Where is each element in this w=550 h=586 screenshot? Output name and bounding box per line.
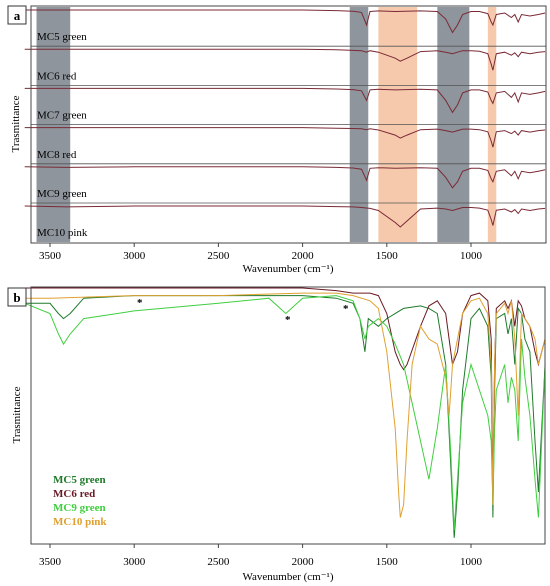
legend-mc10: MC10 pink	[53, 516, 107, 528]
series-line-mc9-green	[24, 295, 546, 531]
tick-label-a-2500: 2500	[207, 250, 230, 262]
panel-a-xaxis-ticks: 3500 3000 2500 2000 1500 1000	[39, 243, 483, 262]
tick-label-b-2500: 2500	[207, 556, 230, 568]
panel-b: b Trasmittance * * * MC5 green MC6 red M…	[7, 286, 546, 583]
trace-row-5	[24, 166, 546, 189]
tick-label-b-2000: 2000	[292, 556, 315, 568]
series-line-mc6-red	[24, 287, 546, 493]
series-line-mc10-pink	[24, 292, 546, 518]
tick-label-a-2000: 2000	[292, 250, 315, 262]
tick-label-b-1000: 1000	[460, 556, 483, 568]
row-label-1: MC5 green	[37, 31, 87, 43]
panel-b-frame	[30, 286, 546, 545]
row-label-6: MC10 pink	[37, 227, 88, 239]
panel-a-ylabel: Trasmittance	[10, 95, 22, 152]
legend-mc5: MC5 green	[53, 474, 106, 486]
row-label-2: MC6 red	[37, 70, 77, 82]
legend-mc9: MC9 green	[53, 502, 106, 514]
panel-b-series	[24, 287, 546, 538]
row-label-3: MC7 green	[37, 110, 87, 122]
tick-label-a-3000: 3000	[123, 250, 146, 262]
tick-label-b-3000: 3000	[123, 556, 146, 568]
tick-label-a-1500: 1500	[376, 250, 399, 262]
tick-label-b-3500: 3500	[39, 556, 62, 568]
panel-a: MC5 green MC6 red MC7 green MC8 red MC9 gree…	[7, 5, 547, 275]
panel-a-frame	[30, 5, 547, 244]
row-label-4: MC8 red	[37, 149, 77, 161]
trace-row-2	[24, 48, 546, 71]
legend-mc6: MC6 red	[53, 488, 95, 500]
panel-b-letter: b	[13, 290, 20, 305]
panel-b-xaxis-ticks: 3500 3000 2500 2000 1500 1000	[39, 544, 483, 568]
panel-b-legend: MC5 green MC6 red MC9 green MC10 pink	[53, 474, 107, 528]
panel-a-letter-box	[7, 5, 27, 25]
trace-row-4	[24, 127, 546, 148]
asterisk-marker-2: *	[285, 314, 291, 326]
panel-a-letter: a	[14, 8, 21, 23]
tick-label-a-3500: 3500	[39, 250, 62, 262]
trace-row-3	[24, 87, 546, 114]
row-label-5: MC9 green	[37, 188, 87, 200]
trace-row-6	[24, 205, 546, 228]
tick-label-b-1500: 1500	[376, 556, 399, 568]
panel-a-xlabel: Wavenumber (cm⁻¹)	[243, 263, 334, 275]
panel-b-letter-box	[7, 287, 27, 307]
panel-a-rows: MC5 green MC6 red MC7 green MC8 red MC9 gree…	[24, 9, 546, 239]
panel-b-xlabel: Wavenumber (cm⁻¹)	[243, 571, 334, 583]
asterisk-marker-3: *	[343, 303, 349, 315]
trace-row-1	[24, 9, 546, 34]
tick-label-a-1000: 1000	[460, 250, 483, 262]
asterisk-marker-1: *	[137, 297, 143, 309]
panel-b-ylabel: Trasmittance	[11, 386, 23, 443]
